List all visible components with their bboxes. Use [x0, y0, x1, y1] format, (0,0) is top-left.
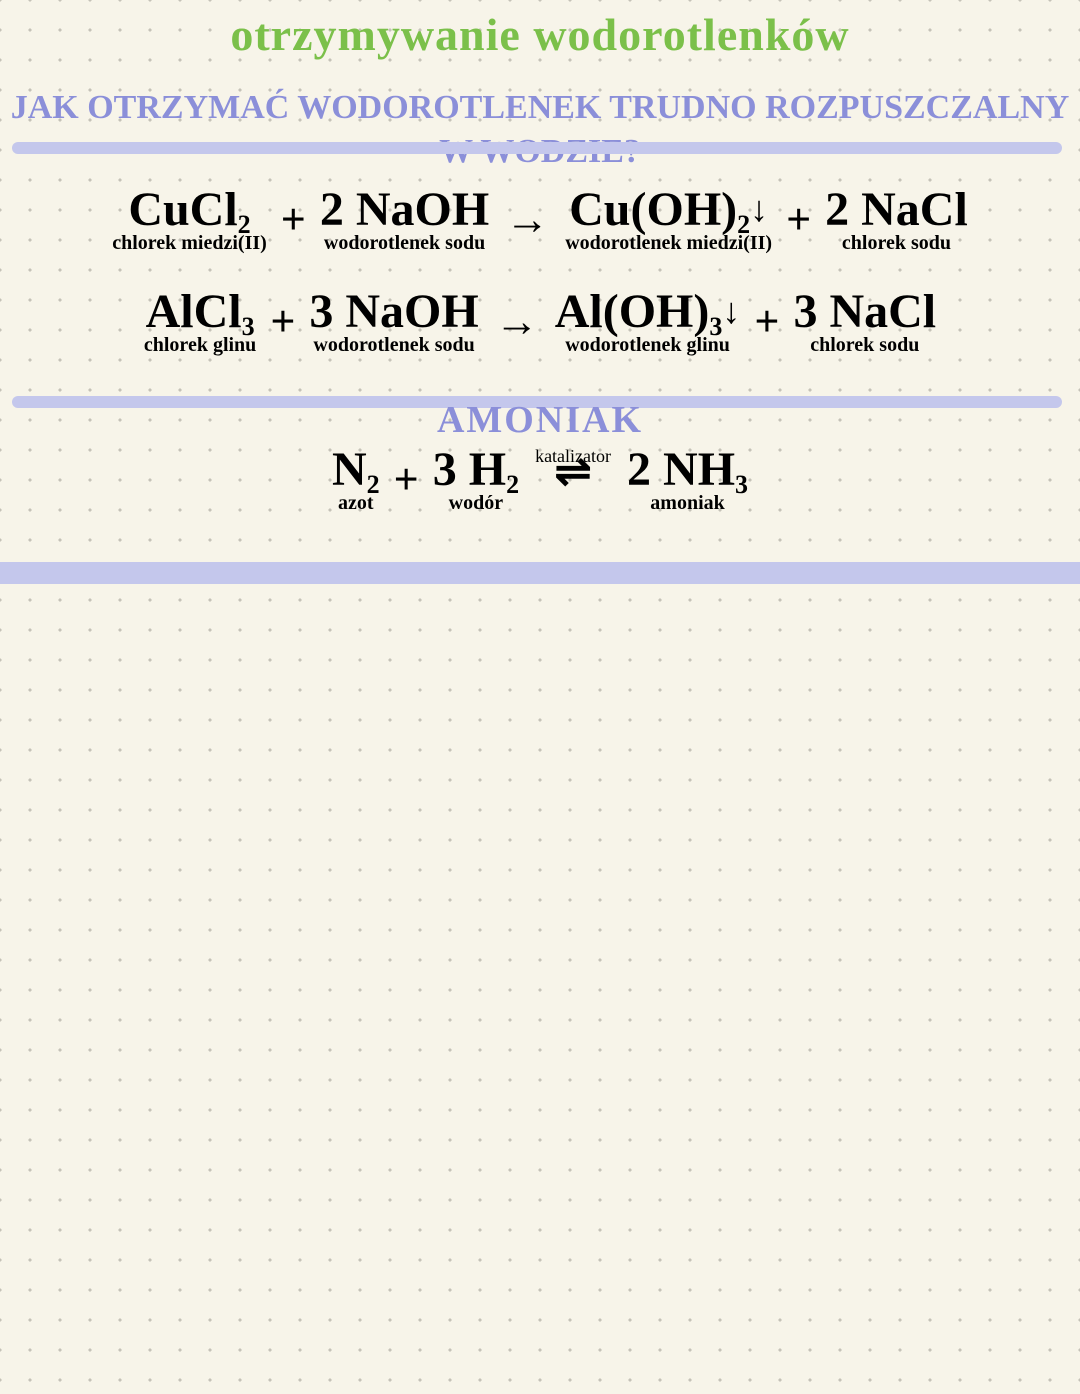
product: Al(OH)3↓ wodorotlenek glinu [555, 288, 741, 357]
section-heading-insoluble: Jak otrzymać wodorotlenek trudno rozpusz… [0, 86, 1080, 174]
reactant: N2 azot [332, 446, 380, 515]
arrow-icon: → [487, 288, 547, 347]
plus-operator: + [388, 446, 425, 505]
reactant: 3 H2 wodór [433, 446, 519, 515]
equation-row: AlCl3 chlorek glinu + 3 NaOH wodorotlene… [0, 288, 1080, 357]
product: Cu(OH)2↓ wodorotlenek miedzi(II) [565, 186, 772, 255]
equation-row: CuCl2 chlorek miedzi(II) + 2 NaOH wodoro… [0, 186, 1080, 255]
plus-operator: + [264, 288, 301, 347]
arrow-icon: → [497, 186, 557, 245]
product: 2 NH3 amoniak [627, 446, 748, 515]
plus-operator: + [275, 186, 312, 245]
reactant: 2 NaOH wodorotlenek sodu [320, 186, 489, 255]
plus-operator: + [748, 288, 785, 347]
divider [12, 142, 1062, 154]
divider [0, 562, 1080, 584]
section-heading-amoniak: AMONIAK [0, 398, 1080, 442]
reactant: CuCl2 chlorek miedzi(II) [112, 186, 267, 255]
product: 3 NaCl chlorek sodu [793, 288, 936, 357]
equation-row: N2 azot + 3 H2 wodór katalizator ⇌ 2 NH3… [0, 446, 1080, 515]
reactant: 3 NaOH wodorotlenek sodu [309, 288, 478, 357]
plus-operator: + [780, 186, 817, 245]
equilibrium-arrow: katalizator ⇌ [527, 446, 619, 485]
product: 2 NaCl chlorek sodu [825, 186, 968, 255]
reactant: AlCl3 chlorek glinu [144, 288, 256, 357]
page-title: otrzymywanie wodorotlenków [0, 8, 1080, 61]
precipitate-icon: ↓ [722, 293, 740, 329]
precipitate-icon: ↓ [750, 191, 768, 227]
